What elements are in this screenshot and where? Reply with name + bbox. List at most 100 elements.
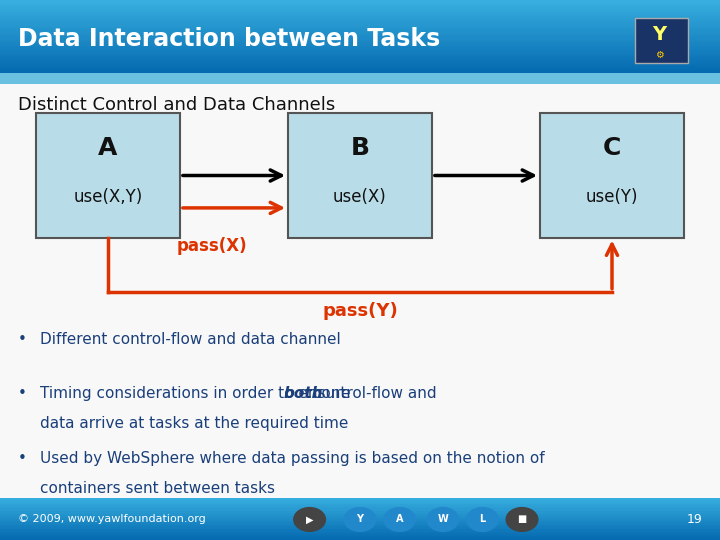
Bar bbox=[0, 28, 720, 29]
Bar bbox=[0, 48, 720, 49]
Text: B: B bbox=[351, 137, 369, 160]
Circle shape bbox=[467, 508, 498, 531]
Bar bbox=[0, 517, 720, 519]
Text: •: • bbox=[18, 451, 27, 466]
Bar bbox=[0, 502, 720, 504]
Bar bbox=[0, 16, 720, 18]
Bar bbox=[0, 538, 720, 540]
Text: use(Y): use(Y) bbox=[586, 188, 638, 206]
Bar bbox=[0, 25, 720, 28]
Bar bbox=[0, 521, 720, 523]
Bar bbox=[0, 13, 720, 15]
FancyBboxPatch shape bbox=[635, 18, 688, 63]
Bar bbox=[0, 507, 720, 509]
Bar bbox=[0, 510, 720, 512]
Bar bbox=[0, 31, 720, 33]
Bar bbox=[0, 525, 720, 528]
Bar bbox=[0, 536, 720, 538]
Text: •: • bbox=[18, 332, 27, 347]
Bar bbox=[0, 4, 720, 5]
Bar bbox=[0, 35, 720, 36]
Bar bbox=[0, 38, 720, 40]
Bar bbox=[0, 18, 720, 20]
Text: ⚙: ⚙ bbox=[655, 50, 664, 59]
Bar bbox=[0, 534, 720, 536]
Bar bbox=[0, 64, 720, 65]
Text: use(X,Y): use(X,Y) bbox=[73, 188, 143, 206]
Bar bbox=[0, 509, 720, 510]
Bar bbox=[0, 20, 720, 22]
Bar bbox=[0, 2, 720, 4]
Bar bbox=[0, 68, 720, 69]
Bar bbox=[0, 66, 720, 68]
Text: •: • bbox=[18, 386, 27, 401]
Bar bbox=[0, 42, 720, 44]
Text: Different control-flow and data channel: Different control-flow and data channel bbox=[40, 332, 341, 347]
Bar bbox=[0, 45, 720, 48]
Text: C: C bbox=[603, 137, 621, 160]
FancyBboxPatch shape bbox=[540, 113, 684, 238]
Bar bbox=[0, 9, 720, 11]
Bar bbox=[0, 15, 720, 16]
Bar bbox=[0, 49, 720, 51]
Text: Data Interaction between Tasks: Data Interaction between Tasks bbox=[18, 27, 440, 51]
Bar bbox=[0, 7, 720, 9]
Text: containers sent between tasks: containers sent between tasks bbox=[40, 481, 274, 496]
Bar bbox=[0, 71, 720, 73]
Circle shape bbox=[344, 508, 376, 531]
Text: pass(X): pass(X) bbox=[176, 237, 247, 255]
FancyBboxPatch shape bbox=[36, 113, 180, 238]
Bar bbox=[0, 531, 720, 534]
Bar bbox=[0, 523, 720, 525]
Text: Y: Y bbox=[356, 515, 364, 524]
Bar bbox=[0, 53, 720, 55]
Bar bbox=[0, 504, 720, 507]
Text: L: L bbox=[480, 515, 485, 524]
Bar bbox=[0, 529, 720, 531]
Text: pass(Y): pass(Y) bbox=[322, 301, 398, 320]
Text: A: A bbox=[396, 515, 403, 524]
Bar bbox=[0, 37, 720, 38]
Bar bbox=[0, 60, 720, 62]
FancyBboxPatch shape bbox=[288, 113, 432, 238]
Text: data arrive at tasks at the required time: data arrive at tasks at the required tim… bbox=[40, 416, 348, 431]
Text: 19: 19 bbox=[686, 513, 702, 526]
Text: © 2009, www.yawlfoundation.org: © 2009, www.yawlfoundation.org bbox=[18, 515, 206, 524]
Circle shape bbox=[506, 508, 538, 531]
Text: Used by WebSphere where data passing is based on the notion of: Used by WebSphere where data passing is … bbox=[40, 451, 544, 466]
Bar bbox=[0, 515, 720, 517]
Circle shape bbox=[294, 508, 325, 531]
Bar bbox=[0, 40, 720, 42]
Bar bbox=[0, 519, 720, 521]
Bar bbox=[0, 62, 720, 64]
Bar bbox=[0, 29, 720, 31]
Text: W: W bbox=[438, 515, 448, 524]
Bar bbox=[0, 498, 720, 500]
Text: control-flow and: control-flow and bbox=[308, 386, 436, 401]
Bar bbox=[0, 58, 720, 60]
Bar bbox=[0, 51, 720, 53]
Bar bbox=[0, 11, 720, 13]
Bar bbox=[0, 528, 720, 529]
Bar bbox=[0, 33, 720, 35]
Circle shape bbox=[427, 508, 459, 531]
Bar bbox=[0, 73, 720, 84]
Bar bbox=[0, 5, 720, 7]
Bar bbox=[0, 69, 720, 71]
Bar bbox=[0, 44, 720, 45]
Text: use(X): use(X) bbox=[333, 188, 387, 206]
Bar bbox=[0, 22, 720, 24]
Text: ▶: ▶ bbox=[306, 515, 313, 524]
Text: A: A bbox=[99, 137, 117, 160]
Circle shape bbox=[384, 508, 415, 531]
Text: Distinct Control and Data Channels: Distinct Control and Data Channels bbox=[18, 96, 336, 114]
Text: Timing considerations in order to ensure: Timing considerations in order to ensure bbox=[40, 386, 355, 401]
Bar bbox=[0, 57, 720, 58]
Bar bbox=[0, 55, 720, 57]
Text: both: both bbox=[284, 386, 323, 401]
Bar bbox=[0, 0, 720, 2]
Bar bbox=[0, 24, 720, 25]
Bar bbox=[0, 500, 720, 502]
Text: ■: ■ bbox=[518, 515, 526, 524]
Bar bbox=[0, 512, 720, 515]
